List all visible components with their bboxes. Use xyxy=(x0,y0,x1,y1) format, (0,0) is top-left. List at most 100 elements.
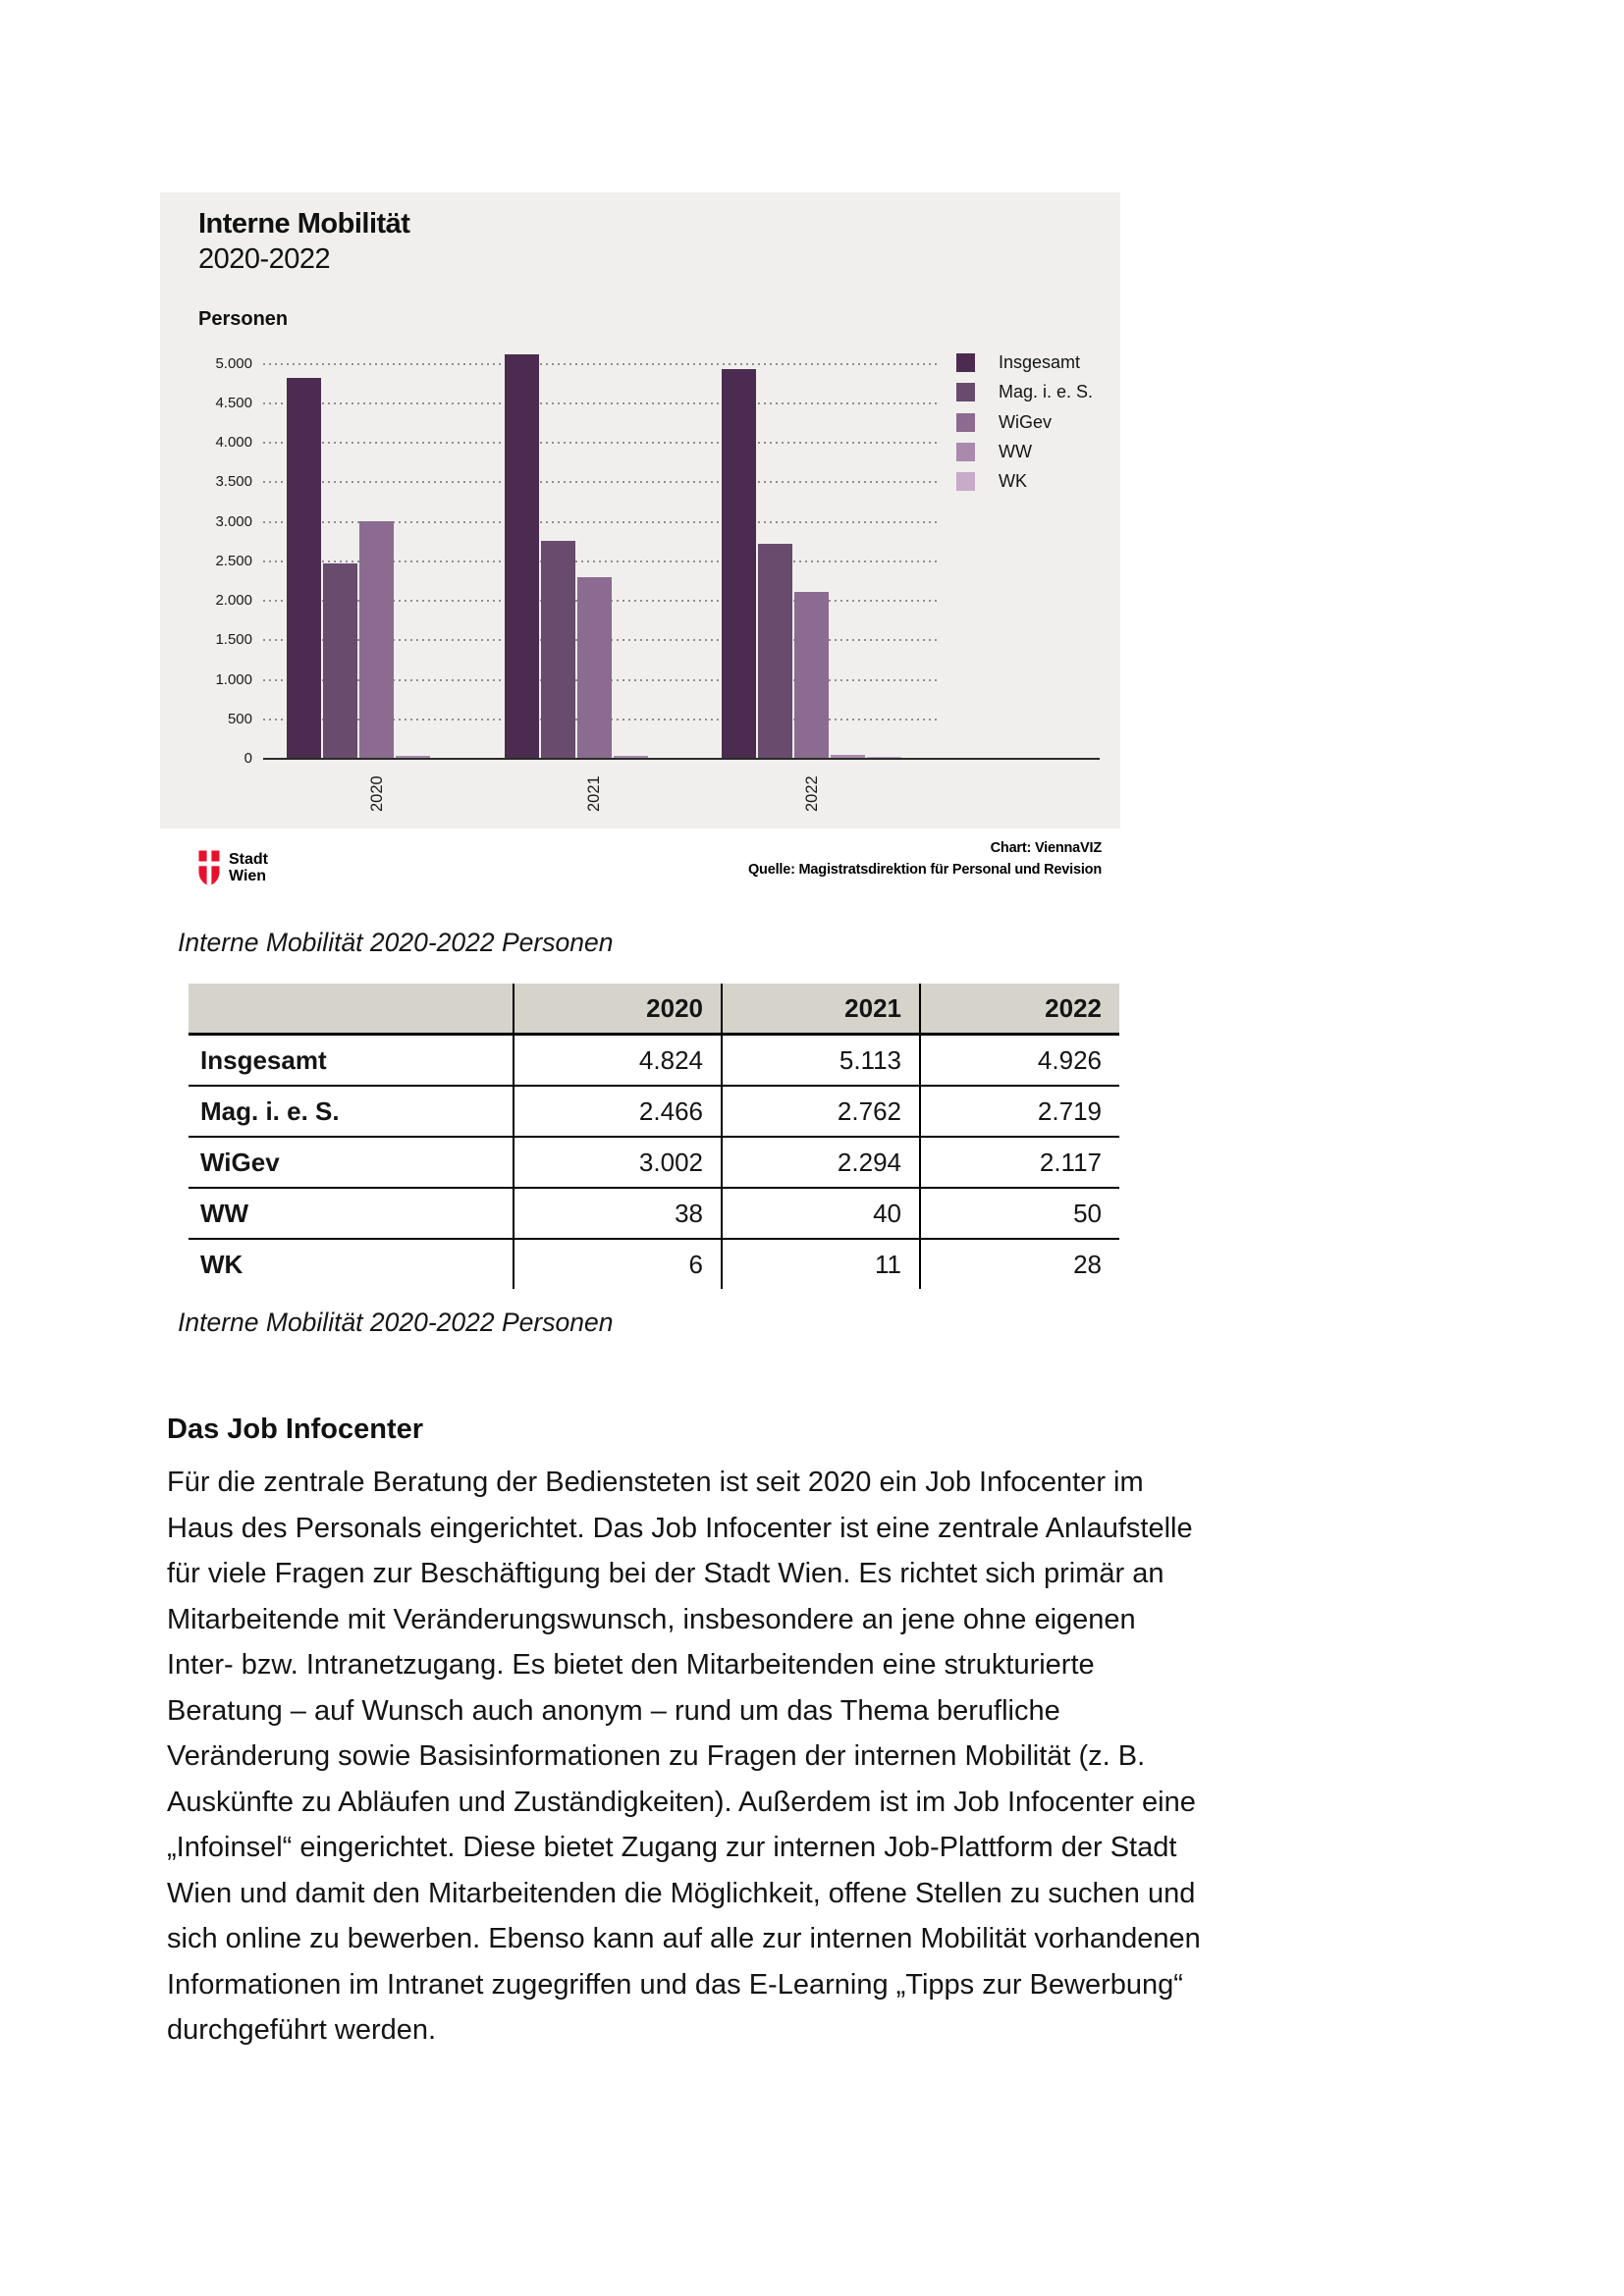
chart-panel: Interne Mobilität 2020-2022 Personen 5.0… xyxy=(160,192,1120,828)
body-line: Inter- bzw. Intranetzugang. Es bietet de… xyxy=(167,1649,1095,1681)
legend-swatch-icon xyxy=(956,353,975,372)
table-cell: 2.719 xyxy=(919,1086,1119,1138)
bar-magies-2022 xyxy=(758,544,792,759)
bar-wigev-2020 xyxy=(359,521,394,759)
body-line: Informationen im Intranet zugegriffen un… xyxy=(167,1968,1183,2001)
table-header-2020: 2020 xyxy=(513,984,722,1036)
x-axis-line xyxy=(263,758,1100,760)
table-row: WK 6 11 28 xyxy=(189,1239,1119,1289)
table-row: WiGev 3.002 2.294 2.117 xyxy=(189,1137,1119,1189)
bar-insgesamt-2021 xyxy=(504,354,539,759)
chart-caption: Interne Mobilität 2020-2022 Personen xyxy=(178,928,614,957)
data-table: 2020 2021 2022 Insgesamt 4.824 5.113 4.926 Mag.… xyxy=(189,984,1119,1289)
legend-label: Mag. i. e. S. xyxy=(999,382,1094,402)
y-axis-tick-label: 3.500 xyxy=(215,473,252,491)
body-paragraph: Für die zentrale Beratung der Bedienstet… xyxy=(167,1460,1473,2054)
body-line: „Infoinsel“ eingerichtet. Diese bietet Z… xyxy=(167,1832,1177,1863)
bar-ww-2021 xyxy=(613,755,648,759)
y-axis-tick-label: 1.000 xyxy=(215,670,252,688)
row-label: WiGev xyxy=(189,1137,514,1189)
legend-swatch-icon xyxy=(956,472,975,491)
chart-title: Interne Mobilität xyxy=(198,208,410,240)
y-axis-tick-label: 2.000 xyxy=(215,592,252,609)
legend-swatch-icon xyxy=(956,442,975,461)
x-axis-label-2021: 2021 xyxy=(585,775,603,812)
gridline xyxy=(263,560,938,562)
row-label: Mag. i. e. S. xyxy=(189,1086,514,1138)
y-axis-tick-label: 3.000 xyxy=(215,512,252,530)
chart-source: Quelle: Magistratsdirektion für Personal… xyxy=(747,862,1102,878)
y-axis-tick-label: 4.500 xyxy=(215,394,252,411)
gridline xyxy=(263,401,938,404)
table-cell: 11 xyxy=(721,1239,920,1289)
row-label: Insgesamt xyxy=(189,1034,514,1087)
y-axis-unit-label: Personen xyxy=(198,308,289,330)
table-caption: Interne Mobilität 2020-2022 Personen xyxy=(178,1308,614,1337)
body-line: durchgeführt werden. xyxy=(167,2014,437,2046)
table-header-2022: 2022 xyxy=(919,984,1119,1036)
table-cell: 5.113 xyxy=(721,1034,920,1087)
table-cell: 50 xyxy=(919,1188,1119,1240)
legend-label: WK xyxy=(999,471,1027,491)
chart-credits: Chart: ViennaVIZ Quelle: Magistratsdirek… xyxy=(628,837,1102,881)
logo-line1: Stadt xyxy=(229,851,268,868)
body-line: sich online zu bewerben. Ebenso kann auf… xyxy=(167,1923,1201,1954)
body-line: Beratung – auf Wunsch auch anonym – rund… xyxy=(167,1694,1060,1727)
bar-chart-plot: 5.000 4.500 4.000 3.500 3.000 2.500 2.000 1.500… xyxy=(160,192,1120,828)
bar-insgesamt-2020 xyxy=(287,377,321,759)
body-line: Haus des Personals eingerichtet. Das Job… xyxy=(167,1512,1193,1544)
bar-wigev-2021 xyxy=(576,577,612,759)
body-line: für viele Fragen zur Beschäftigung bei d… xyxy=(167,1558,1164,1589)
bar-wigev-2022 xyxy=(794,591,829,759)
table-cell: 6 xyxy=(513,1239,722,1289)
body-line: Für die zentrale Beratung der Bedienstet… xyxy=(167,1467,1144,1498)
bar-insgesamt-2022 xyxy=(722,369,756,759)
bar-ww-2020 xyxy=(396,755,430,759)
row-label: WW xyxy=(189,1188,514,1240)
legend-label: Insgesamt xyxy=(999,352,1081,372)
table-cell: 28 xyxy=(919,1239,1119,1289)
y-axis-tick-label: 0 xyxy=(244,750,252,767)
legend-swatch-icon xyxy=(956,412,975,432)
table-header-2021: 2021 xyxy=(721,984,920,1036)
logo-wordmark: Stadt Wien xyxy=(229,851,268,884)
x-axis-label-2022: 2022 xyxy=(802,775,821,812)
table-cell: 4.926 xyxy=(919,1034,1119,1087)
y-axis-tick-label: 4.000 xyxy=(215,434,252,451)
x-axis-label-2020: 2020 xyxy=(367,775,386,812)
legend-label: WW xyxy=(999,441,1032,461)
table-cell: 38 xyxy=(513,1188,722,1240)
y-axis-tick-label: 5.000 xyxy=(215,354,252,372)
body-line: Wien und damit den Mitarbeitenden die Mö… xyxy=(167,1877,1196,1909)
gridline xyxy=(263,520,938,523)
logo-line2: Wien xyxy=(229,868,267,884)
y-axis-tick-label: 1.500 xyxy=(215,631,252,649)
chart-credit: Chart: ViennaVIZ xyxy=(990,840,1103,856)
y-axis-tick-label: 500 xyxy=(227,710,252,727)
gridline xyxy=(263,442,938,444)
table-header-empty xyxy=(189,984,514,1036)
table-cell: 2.466 xyxy=(513,1086,722,1138)
wien-shield-icon xyxy=(198,850,220,886)
table-row: Insgesamt 4.824 5.113 4.926 xyxy=(189,1034,1119,1087)
table-header-row: 2020 2021 2022 xyxy=(189,984,1119,1036)
table-cell: 40 xyxy=(721,1188,920,1240)
body-line: Veränderung sowie Basisinformationen zu … xyxy=(167,1740,1146,1772)
table-cell: 2.117 xyxy=(919,1137,1119,1189)
bar-magies-2021 xyxy=(540,540,575,759)
gridline xyxy=(263,481,938,484)
bar-wk-2022 xyxy=(867,756,901,759)
gridline xyxy=(263,362,938,365)
table-cell: 2.762 xyxy=(721,1086,920,1138)
table-row: Mag. i. e. S. 2.466 2.762 2.719 xyxy=(189,1086,1119,1138)
y-axis-tick-label: 2.500 xyxy=(215,552,252,569)
body-line: Auskünfte zu Abläufen und Zuständigkeite… xyxy=(167,1786,1196,1818)
section-heading: Das Job Infocenter xyxy=(167,1414,424,1445)
bar-ww-2022 xyxy=(831,754,865,759)
legend-label: WiGev xyxy=(999,411,1052,432)
chart-subtitle: 2020-2022 xyxy=(198,243,331,275)
bar-magies-2020 xyxy=(323,563,357,759)
table-cell: 2.294 xyxy=(721,1137,920,1189)
table-cell: 3.002 xyxy=(513,1137,722,1189)
